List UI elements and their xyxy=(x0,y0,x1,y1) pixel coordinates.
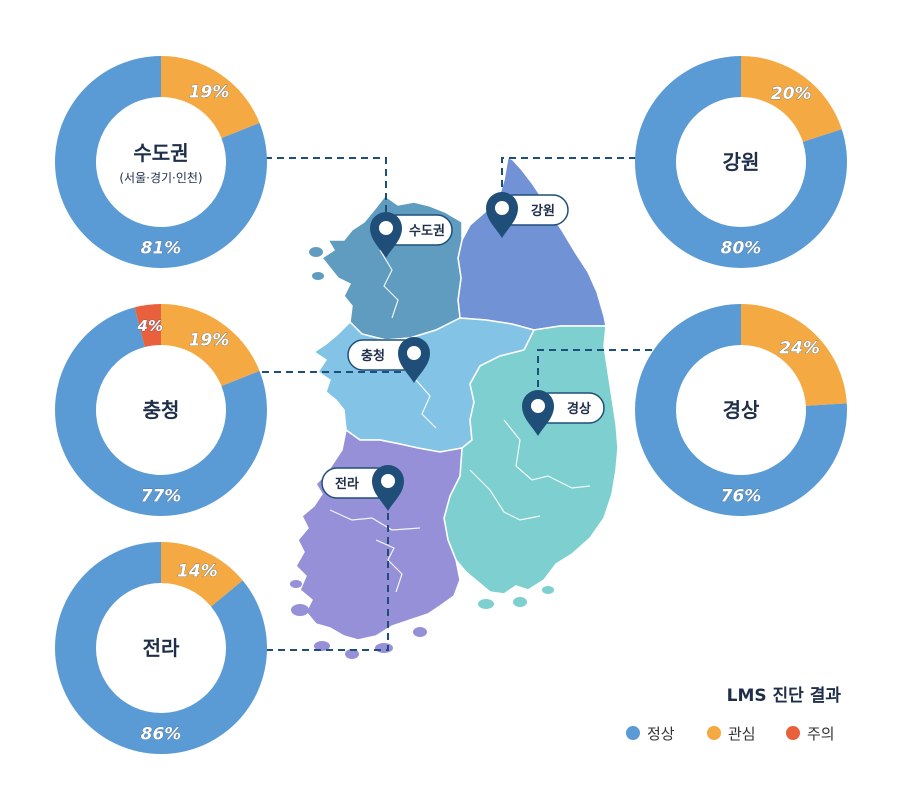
donut-gangwon-normal-slice xyxy=(635,56,848,268)
map-island xyxy=(542,586,554,594)
map-island xyxy=(312,272,324,280)
donut-gangwon-interest-slice xyxy=(741,56,842,142)
legend-item-interest: 관심 xyxy=(707,725,756,743)
pin-sudogwon[interactable]: 수도권 xyxy=(370,212,453,258)
connector-sudogwon xyxy=(265,157,387,242)
donut-gangwon-interest-label: 20% xyxy=(771,84,812,104)
map-island xyxy=(345,649,359,659)
donut-chungcheong-caution-label: 4% xyxy=(137,317,163,335)
donut-sudogwon-title: 수도권 xyxy=(133,141,188,165)
pin-gyeongsang-label: 경상 xyxy=(567,401,591,417)
donut-jeolla: 14% 86% 전라 xyxy=(55,542,268,754)
legend-item-normal: 정상 xyxy=(626,725,675,743)
donut-sudogwon-normal-label: 81% xyxy=(141,239,182,259)
donut-sudogwon-subtitle: (서울·경기·인천) xyxy=(119,170,202,185)
donut-gyeongsang-title: 경상 xyxy=(723,398,760,422)
map-island xyxy=(314,641,330,651)
map-island xyxy=(478,599,494,609)
donut-gyeongsang-interest-slice xyxy=(741,304,847,406)
donut-sudogwon-interest-slice xyxy=(161,56,260,139)
donut-jeolla-interest-slice xyxy=(161,542,243,607)
map-island xyxy=(513,597,527,607)
pin-sudogwon-marker-dot xyxy=(379,221,393,235)
legend-item-caution: 주의 xyxy=(786,725,835,743)
donut-sudogwon-normal-slice xyxy=(55,56,268,269)
donut-chungcheong: 19% 77% 4% 충청 xyxy=(55,304,268,516)
legend: LMS 진단 결과 정상 관심 주의 xyxy=(626,686,841,743)
donut-gangwon-normal-label: 80% xyxy=(721,239,762,259)
map-region-jeolla[interactable] xyxy=(295,428,463,641)
donut-jeolla-title: 전라 xyxy=(143,636,180,660)
legend-interest-swatch xyxy=(707,726,721,740)
donut-gyeongsang-interest-label: 24% xyxy=(779,339,820,359)
donut-jeolla-interest-label: 14% xyxy=(177,562,218,582)
pin-gangwon-marker-dot xyxy=(495,201,509,215)
map-island xyxy=(375,643,393,653)
legend-caution-swatch xyxy=(786,726,800,740)
donut-chungcheong-interest-label: 19% xyxy=(189,330,230,350)
pin-chungcheong[interactable]: 충청 xyxy=(347,337,430,383)
legend-interest-label: 관심 xyxy=(728,725,756,743)
map-island xyxy=(309,247,323,257)
pin-sudogwon-label: 수도권 xyxy=(409,224,445,239)
pin-chungcheong-label: 충청 xyxy=(361,348,385,364)
map-island xyxy=(413,627,427,637)
donut-chungcheong-title: 충청 xyxy=(143,398,180,422)
donut-gangwon: 20% 80% 강원 xyxy=(635,56,848,268)
donut-chungcheong-normal-slice xyxy=(55,307,268,516)
pin-gangwon-label: 강원 xyxy=(531,203,555,219)
donut-chungcheong-interest-slice xyxy=(161,304,260,387)
map-island xyxy=(291,604,309,616)
donut-sudogwon-interest-label: 19% xyxy=(189,82,230,102)
pin-jeolla[interactable]: 전라 xyxy=(321,465,404,511)
legend-normal-swatch xyxy=(626,726,640,740)
donut-gyeongsang: 24% 76% 경상 xyxy=(635,304,847,516)
legend-normal-label: 정상 xyxy=(647,725,675,743)
region-donuts: 19% 81% 수도권 (서울·경기·인천) 20% 80% 강원 19% 77% 4% 충청 24%… xyxy=(55,56,848,754)
connector-jeolla xyxy=(266,508,389,651)
map-region-gangwon[interactable] xyxy=(457,155,607,331)
pin-jeolla-label: 전라 xyxy=(335,476,359,492)
pin-jeolla-marker-dot xyxy=(381,474,395,488)
pin-gangwon[interactable]: 강원 xyxy=(486,192,569,238)
donut-sudogwon: 19% 81% 수도권 (서울·경기·인천) xyxy=(55,56,268,269)
donut-jeolla-normal-slice xyxy=(55,542,268,754)
pin-chungcheong-marker-dot xyxy=(407,346,421,360)
pin-gyeongsang-marker-dot xyxy=(531,399,545,413)
map-island xyxy=(290,580,302,588)
legend-caution-label: 주의 xyxy=(807,725,835,743)
legend-items: 정상 관심 주의 xyxy=(626,725,835,743)
donut-jeolla-normal-label: 86% xyxy=(141,725,182,745)
pin-gyeongsang[interactable]: 경상 xyxy=(522,390,605,436)
donut-chungcheong-normal-label: 77% xyxy=(141,487,182,507)
donut-gyeongsang-normal-label: 76% xyxy=(721,487,762,507)
donut-gangwon-title: 강원 xyxy=(723,150,760,174)
donut-gyeongsang-normal-slice xyxy=(635,304,847,516)
donut-chungcheong-caution-slice xyxy=(134,304,161,348)
legend-title: LMS 진단 결과 xyxy=(727,686,842,706)
